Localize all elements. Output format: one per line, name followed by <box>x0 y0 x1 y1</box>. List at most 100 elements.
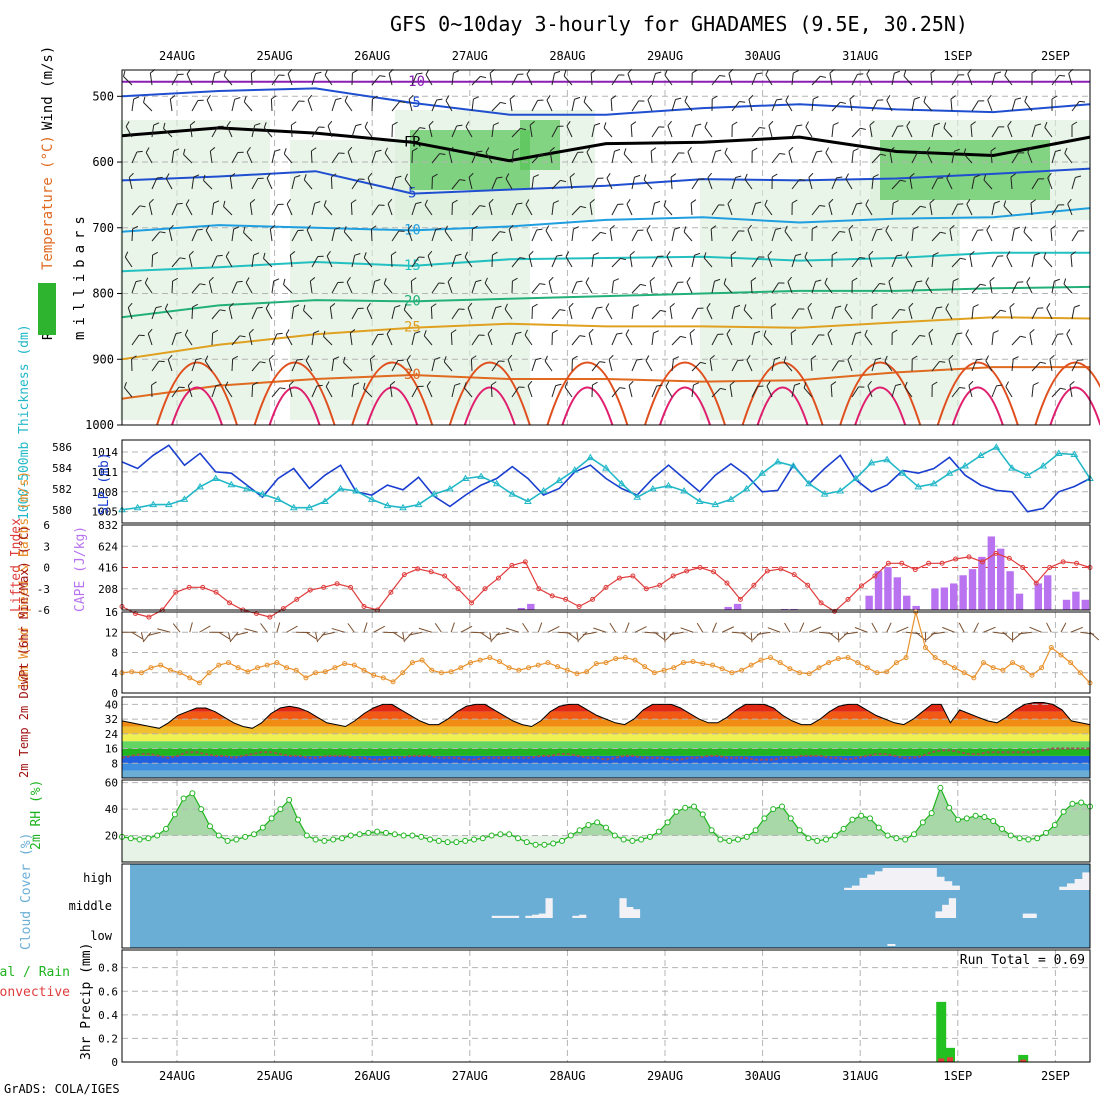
surface-heat-arc <box>1049 386 1100 426</box>
wind-barb <box>991 255 1004 268</box>
wind-barb-flag <box>455 253 462 257</box>
wind-barb <box>168 224 174 242</box>
wind-barb-flag <box>637 229 644 231</box>
wind-barb-staff <box>251 255 255 268</box>
wind-barb-staff <box>330 176 333 190</box>
wind-barb-flag <box>711 95 718 100</box>
wind-barb-10m <box>547 626 560 633</box>
li-marker <box>146 614 152 620</box>
wind-barb <box>263 122 273 138</box>
wind-barb <box>965 329 973 346</box>
wind-barb-staff <box>631 284 641 294</box>
wind-barb <box>490 381 497 398</box>
wind-barb <box>169 95 176 112</box>
wind-barb-staff <box>849 99 853 112</box>
wind-barb <box>271 149 281 164</box>
wind-barb <box>827 328 833 346</box>
wind-barb-flag <box>743 304 747 311</box>
rh-marker <box>303 832 310 839</box>
wind-barb-staff <box>643 179 653 190</box>
wind-speed-marker <box>1000 667 1006 673</box>
wind-barb <box>265 303 273 320</box>
wind-barb-flag <box>783 356 787 363</box>
wind-barb <box>1071 100 1086 112</box>
wind-barb-staff <box>686 281 693 294</box>
wind-barb-flag <box>507 354 513 360</box>
wind-barb-staff <box>311 256 319 268</box>
wind-speed-marker <box>632 657 638 663</box>
wind-barb <box>391 175 402 190</box>
wind-barb <box>1051 204 1065 216</box>
wind-barb <box>131 150 143 164</box>
wind-barb-10m <box>680 627 694 633</box>
panel-frame-upper <box>121 69 1091 426</box>
wind-speed-marker <box>245 669 251 675</box>
wind-barb-staff <box>426 385 433 398</box>
panel-frame-thickness <box>121 439 1091 524</box>
rh-marker <box>198 806 205 813</box>
rh-marker <box>286 796 293 803</box>
wind-barb <box>623 148 633 164</box>
wind-barb <box>911 151 924 164</box>
wind-barb-staff <box>504 308 513 320</box>
rh-marker <box>418 833 425 840</box>
wind-barb <box>1071 121 1078 137</box>
wind-barb <box>428 120 434 138</box>
wind-speed-marker <box>855 660 861 666</box>
wind-barb-staff <box>1011 229 1015 242</box>
wind-barb <box>363 382 373 398</box>
wind-barb-staff <box>224 386 233 398</box>
wind-barb-flag <box>719 75 726 77</box>
wind-barb-flag <box>859 257 866 259</box>
rh-marker <box>972 812 979 819</box>
rh-marker <box>699 811 706 818</box>
wind-barb <box>509 95 515 112</box>
wind-barb-staff <box>971 283 981 294</box>
wind-barb <box>931 306 943 320</box>
wind-barb-staff <box>231 99 236 112</box>
wind-barb-flag <box>768 120 774 126</box>
wind-speed-marker <box>816 665 822 671</box>
wind-barb-flag <box>937 177 944 179</box>
wind-speed-marker <box>129 669 135 675</box>
wind-barb-flag <box>759 127 766 129</box>
thickness-marker <box>758 469 767 476</box>
wind-barb-flag <box>1030 199 1036 204</box>
wind-barb-flag <box>512 277 518 282</box>
wind-barb-flag <box>484 277 488 284</box>
wind-barb-staff <box>610 98 613 112</box>
wind-barb <box>647 94 653 112</box>
rh-marker <box>488 832 495 839</box>
wind-speed-marker <box>942 660 948 666</box>
wind-barb-flag <box>167 354 173 360</box>
wind-barb <box>271 74 285 86</box>
wind-barb-staff <box>151 360 160 372</box>
wind-barb-staff <box>211 255 218 268</box>
wind-barb-staff <box>1029 333 1033 346</box>
wind-barb-staff <box>370 228 373 242</box>
wind-barb <box>691 382 699 398</box>
wind-barb-flag <box>508 224 514 230</box>
thickness-marker <box>445 484 454 492</box>
wind-barb <box>687 146 693 164</box>
wind-barb-staff <box>1071 177 1076 190</box>
wind-barb-flag <box>790 329 797 334</box>
wind-barb <box>251 306 263 320</box>
wind-barb <box>491 122 499 138</box>
wind-barb-staff <box>351 255 356 268</box>
wind-barb <box>989 276 995 294</box>
li-marker <box>361 603 367 609</box>
wind-barb-staff <box>286 203 293 216</box>
wind-barb-flag <box>876 228 883 231</box>
wind-barb-staff <box>626 203 633 216</box>
wind-barb <box>471 225 478 242</box>
cloud-high-bar <box>1082 872 1091 890</box>
wind-barb-flag <box>798 308 805 310</box>
wind-barb <box>651 71 662 86</box>
wind-barb <box>771 227 782 242</box>
wind-barb-staff <box>651 73 656 86</box>
thickness-marker <box>773 457 782 465</box>
wind-barb <box>790 329 797 346</box>
wind-barb-flag <box>546 95 551 101</box>
rh-marker <box>515 835 521 842</box>
